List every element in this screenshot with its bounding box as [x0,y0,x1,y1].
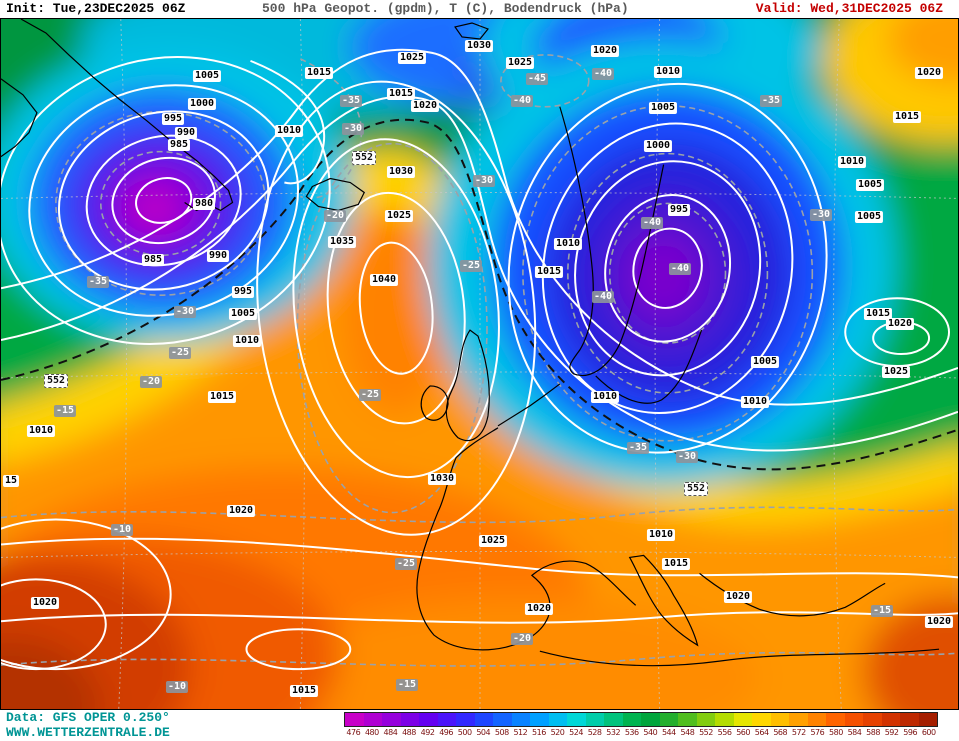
colorbar-tick-label: 556 [717,728,732,737]
colorbar-tick-label: 508 [494,728,509,737]
colorbar-tick-label: 500 [457,728,472,737]
colorbar-tick-label: 496 [439,728,453,737]
colorbar-tick-label: 532 [606,728,621,737]
colorbar-cell [530,713,549,726]
map-footer: Data: GFS OPER 0.250° WWW.WETTERZENTRALE… [0,710,959,741]
colorbar-cell [807,713,826,726]
colorbar-tick-label: 600 [921,728,936,737]
colorbar-cell [900,713,919,726]
colorbar-cell [474,713,493,726]
colorbar-cells [344,712,938,727]
colorbar-cell [696,713,715,726]
colorbar-cell [715,713,734,726]
colorbar-tick-label: 516 [532,728,546,737]
colorbar-tick-label: 524 [569,728,583,737]
colorbar-cell [659,713,678,726]
colorbar-cell [752,713,771,726]
colorbar-cell [400,713,419,726]
colorbar-cell [641,713,660,726]
colorbar-tick-label: 584 [847,728,862,737]
map-canvas [1,19,958,709]
colorbar-tick-label: 568 [773,728,788,737]
colorbar-cell [863,713,882,726]
colorbar-cell [382,713,401,726]
map-header: Init: Tue,23DEC2025 06Z 500 hPa Geopot. … [0,0,959,18]
colorbar-tick-label: 484 [383,728,398,737]
colorbar-tick-label: 540 [643,728,658,737]
colorbar-tick-label: 588 [866,728,880,737]
init-time: Init: Tue,23DEC2025 06Z [6,1,186,16]
graticule-layer [1,19,958,709]
website-link: WWW.WETTERZENTRALE.DE [6,725,170,740]
colorbar-tick-label: 520 [550,728,565,737]
colorbar-cell [345,713,364,726]
colorbar-tick-label: 480 [364,728,379,737]
colorbar-cell [918,713,937,726]
colorbar-cell [548,713,567,726]
colorbar-cell [567,713,586,726]
colorbar-cell [363,713,382,726]
colorbar-cell [733,713,752,726]
colorbar-tick-label: 488 [402,728,416,737]
colorbar-cell [622,713,641,726]
colorbar-tick-label: 512 [513,728,528,737]
colorbar-cell [770,713,789,726]
colorbar-cell [456,713,475,726]
colorbar-tick-label: 572 [791,728,806,737]
weather-map: 1005 1000 995 990 985 980 985 990 995 1005 1010 101… [0,18,959,710]
colorbar-cell [493,713,512,726]
credits: Data: GFS OPER 0.250° WWW.WETTERZENTRALE… [6,710,170,740]
colorbar-cell [844,713,863,726]
colorbar-cell [789,713,808,726]
colorbar-cell [511,713,530,726]
colorbar-cell [826,713,845,726]
map-title: 500 hPa Geopot. (gpdm), T (C), Bodendruc… [262,1,629,16]
colorbar-tick-label: 476 [346,728,361,737]
colorbar-tick-label: 548 [680,728,695,737]
colorbar-tick-label: 528 [587,728,602,737]
colorbar-cell [678,713,697,726]
colorbar-tick-label: 492 [420,728,435,737]
data-source: Data: GFS OPER 0.250° [6,710,170,725]
colorbar-labels: 476 480 484 488 492 496 500 504 508 512 516 520 524 5… [344,728,938,737]
colorbar-tick-label: 576 [810,728,825,737]
colorbar-cell [585,713,604,726]
colorbar-tick-label: 544 [661,728,676,737]
colorbar-cell [881,713,900,726]
height-contour-layer [1,48,958,671]
colorbar-tick-label: 596 [903,728,918,737]
colorbar-tick-label: 580 [829,728,843,737]
colorbar-tick-label: 592 [884,728,899,737]
colorbar-cell [604,713,623,726]
colorbar-legend: 476 480 484 488 492 496 500 504 508 512 516 520 524 5… [344,712,938,737]
colorbar-tick-label: 536 [624,728,639,737]
colorbar-tick-label: 560 [736,728,750,737]
colorbar-tick-label: 552 [699,728,713,737]
valid-time: Valid: Wed,31DEC2025 06Z [755,1,943,16]
colorbar-cell [437,713,456,726]
colorbar-tick-label: 504 [476,728,491,737]
colorbar-cell [419,713,438,726]
colorbar-tick-label: 564 [754,728,769,737]
temperature-contour-layer [1,54,958,667]
